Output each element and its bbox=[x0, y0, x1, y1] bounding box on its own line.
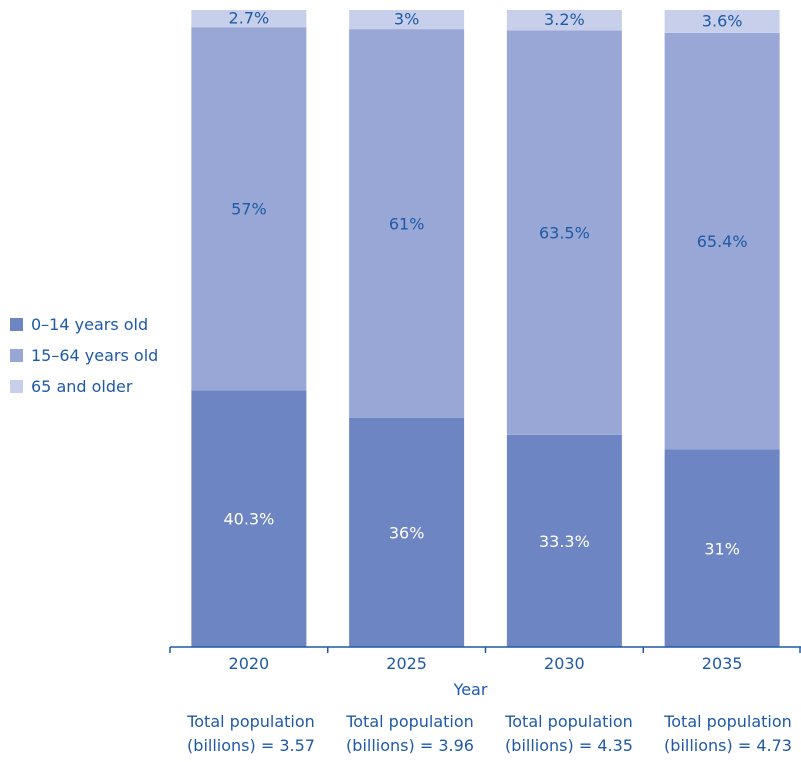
footnote-2025: Total population (billions) = 3.96 bbox=[346, 712, 474, 755]
data-label-2020-15-64: 57% bbox=[231, 200, 267, 219]
data-label-2025-65-plus: 3% bbox=[394, 10, 419, 29]
bar-2025-15-64 bbox=[349, 29, 465, 418]
bar-2030-65-plus bbox=[506, 10, 622, 31]
data-label-2020-65-plus: 2.7% bbox=[229, 9, 270, 28]
data-label-2030-15-64: 63.5% bbox=[539, 224, 590, 243]
footnote-2020: Total population (billions) = 3.57 bbox=[187, 712, 315, 755]
bar-2035-65-plus bbox=[664, 10, 780, 33]
data-label-2030-65-plus: 3.2% bbox=[544, 10, 585, 29]
bar-2020-65-plus bbox=[191, 10, 307, 28]
data-label-2020-0-14: 40.3% bbox=[223, 510, 274, 529]
legend-item-65-plus: 65 and older bbox=[10, 371, 158, 402]
legend-label-0-14: 0–14 years old bbox=[31, 315, 149, 334]
data-label-2035-65-plus: 3.6% bbox=[702, 11, 743, 30]
data-label-2025-15-64: 61% bbox=[389, 214, 425, 233]
legend-item-15-64: 15–64 years old bbox=[10, 340, 158, 371]
bar-2020-0-14 bbox=[191, 390, 307, 647]
x-tick-label-2025: 2025 bbox=[386, 654, 427, 673]
legend-label-15-64: 15–64 years old bbox=[31, 346, 159, 365]
x-tick-label-2030: 2030 bbox=[544, 654, 585, 673]
bar-2035-15-64 bbox=[664, 32, 780, 450]
legend-swatch-65-plus bbox=[10, 380, 23, 393]
legend-swatch-15-64 bbox=[10, 349, 23, 362]
bar-2035-0-14 bbox=[664, 449, 780, 647]
data-label-2030-0-14: 33.3% bbox=[539, 532, 590, 551]
bar-2030-15-64 bbox=[506, 30, 622, 435]
data-label-2035-0-14: 31% bbox=[704, 539, 740, 558]
bar-2025-65-plus bbox=[349, 10, 465, 30]
legend-label-65-plus: 65 and older bbox=[31, 377, 133, 396]
legend: 0–14 years old 15–64 years old 65 and ol… bbox=[10, 309, 158, 402]
bar-2020-15-64 bbox=[191, 27, 307, 391]
data-label-2035-15-64: 65.4% bbox=[697, 232, 748, 251]
bar-2030-0-14 bbox=[506, 434, 622, 647]
x-axis-label: Year bbox=[453, 680, 488, 699]
footnote-2035: Total population (billions) = 4.73 bbox=[664, 712, 792, 755]
footnote-2030: Total population (billions) = 4.35 bbox=[505, 712, 633, 755]
bar-2025-0-14 bbox=[349, 417, 465, 647]
x-tick-label-2035: 2035 bbox=[702, 654, 743, 673]
x-tick-label-2020: 2020 bbox=[229, 654, 270, 673]
legend-swatch-0-14 bbox=[10, 318, 23, 331]
legend-item-0-14: 0–14 years old bbox=[10, 309, 158, 340]
data-label-2025-0-14: 36% bbox=[389, 523, 425, 542]
